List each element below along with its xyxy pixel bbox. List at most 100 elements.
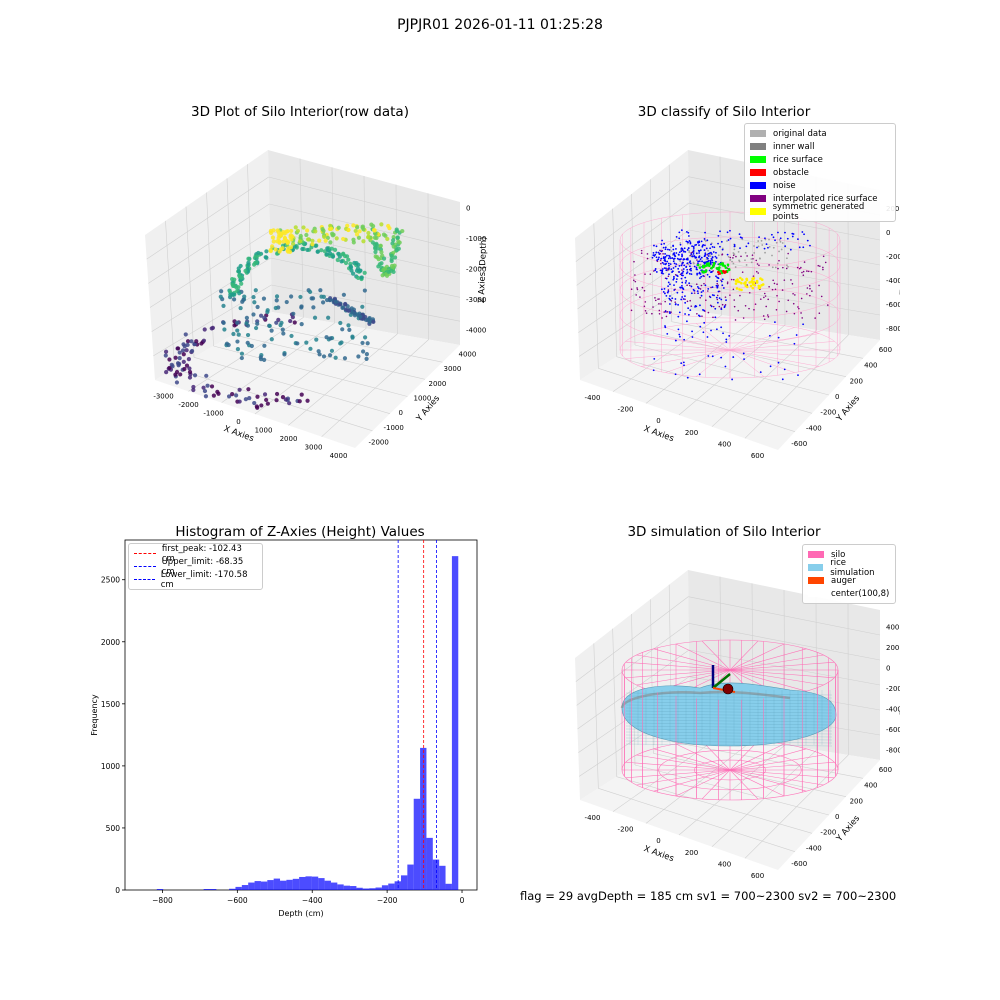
noise-point <box>684 295 686 298</box>
scatter-point <box>300 246 305 252</box>
noise-point <box>694 306 696 308</box>
histogram-bar <box>311 876 319 890</box>
noise-point <box>682 261 684 264</box>
scatter-point <box>378 244 383 249</box>
noise-point <box>676 257 679 260</box>
scatter-point <box>361 316 366 321</box>
silo-top-line <box>729 661 835 671</box>
original-point <box>727 255 730 258</box>
interp-point <box>651 312 653 315</box>
histogram-bar <box>260 881 268 890</box>
interp-point <box>658 303 660 305</box>
noise-point <box>678 311 681 314</box>
x-tick-label: -400 <box>585 394 601 402</box>
scatter-point <box>219 289 224 294</box>
noise-point <box>777 231 779 234</box>
interp-point <box>800 266 802 269</box>
symmetric-point <box>760 278 764 281</box>
histogram-bar <box>235 886 242 890</box>
scatter-point <box>274 320 279 325</box>
scatter-point <box>187 375 193 380</box>
y-tick-label: 400 <box>864 782 877 790</box>
scatter-point <box>360 340 365 346</box>
status-footer: flag = 29 avgDepth = 185 cm sv1 = 700~23… <box>520 889 897 903</box>
noise-point <box>756 246 758 249</box>
scatter-point <box>238 305 243 311</box>
scatter-point <box>191 387 196 393</box>
scatter-point <box>255 304 260 310</box>
silo-floor-line <box>729 769 835 779</box>
noise-point <box>684 301 687 304</box>
noise-point <box>676 291 679 294</box>
x-axis-label: X Axies <box>642 424 675 444</box>
noise-point <box>726 231 729 234</box>
noise-point <box>659 269 662 272</box>
original-point <box>709 255 712 258</box>
silo-floor-line <box>729 349 765 377</box>
interp-point <box>755 270 758 273</box>
scatter-point <box>269 337 274 342</box>
noise-point <box>777 336 780 339</box>
z-tick-label: -4000 <box>466 327 486 335</box>
interp-point <box>822 255 825 258</box>
noise-point <box>713 246 716 249</box>
silo-floor-line <box>625 341 731 351</box>
x-axis-label: X Axies <box>642 844 675 864</box>
noise-point <box>667 262 670 265</box>
y-tick-label: 1500 <box>101 700 120 709</box>
x-tick-label: 4000 <box>330 452 348 460</box>
scatter-point <box>295 341 300 346</box>
noise-point <box>688 240 691 242</box>
symmetric-point <box>740 288 743 292</box>
original-point <box>733 253 736 256</box>
scatter-point <box>298 294 303 300</box>
scatter-point <box>326 315 331 320</box>
interp-point <box>699 288 702 290</box>
scatter-point <box>194 339 199 344</box>
scatter-point <box>310 238 315 243</box>
noise-point <box>686 271 689 274</box>
x-tick-label: −200 <box>377 896 398 905</box>
scatter-point <box>356 275 361 281</box>
rice-surface-point <box>726 263 730 267</box>
scatter-point <box>361 349 366 354</box>
scatter-point <box>201 385 206 390</box>
noise-point <box>770 233 773 236</box>
noise-point <box>700 291 703 294</box>
noise-point <box>652 369 655 372</box>
scatter-point <box>305 247 310 253</box>
rice-mesh-line <box>625 734 833 738</box>
noise-point <box>685 231 688 233</box>
interp-point <box>643 305 646 308</box>
histogram-bar <box>369 888 376 890</box>
noise-point <box>678 237 681 240</box>
noise-point <box>798 246 801 249</box>
rice-mesh-line <box>625 713 833 717</box>
scatter-point <box>351 237 356 242</box>
rice-mesh-line <box>625 695 833 699</box>
scatter-point <box>320 300 326 305</box>
interp-point <box>767 316 770 318</box>
scatter-point <box>320 227 325 232</box>
scatter-point <box>381 256 387 261</box>
scatter-point <box>256 250 261 256</box>
original-point <box>688 250 691 252</box>
grid-line <box>668 164 672 322</box>
noise-point <box>715 296 718 299</box>
scatter-point <box>282 236 288 241</box>
noise-point <box>719 245 721 248</box>
scatter-point <box>173 372 178 377</box>
rice-mesh-line <box>625 731 833 735</box>
scatter-point <box>273 247 278 252</box>
scatter-point <box>396 246 401 251</box>
rice-surface-point <box>718 266 721 269</box>
legend-item-symmetric: symmetric generated points <box>750 202 890 222</box>
noise-point <box>675 278 678 281</box>
original-point <box>758 257 761 260</box>
scatter-point <box>186 357 192 362</box>
y-tick-label: -600 <box>791 860 807 868</box>
interp-point <box>681 269 683 271</box>
scatter-point <box>243 397 248 402</box>
scatter-point <box>361 239 366 244</box>
noise-point <box>801 231 804 233</box>
